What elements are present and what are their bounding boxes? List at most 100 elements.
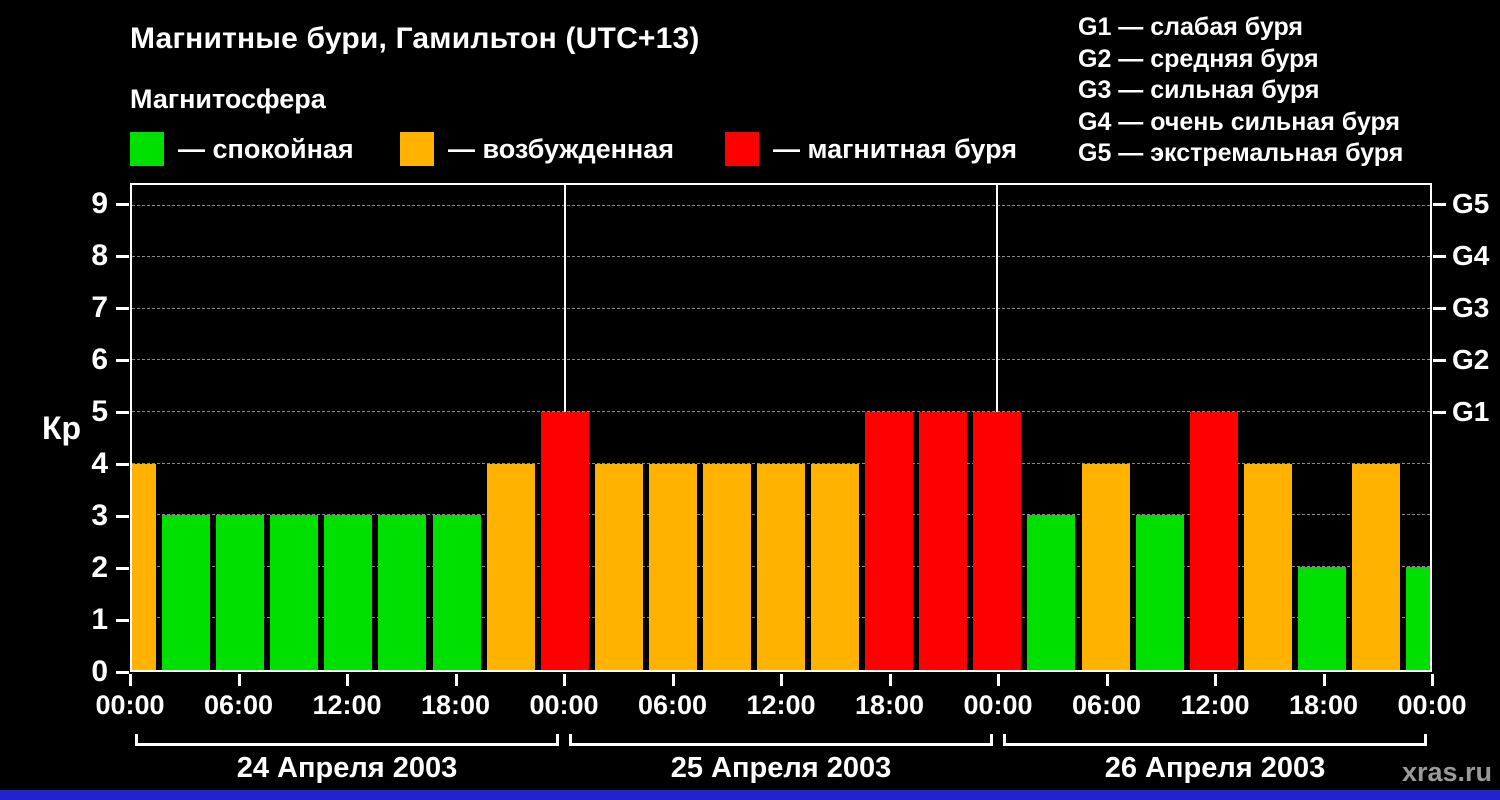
- kp-bar: [1351, 463, 1400, 670]
- time-tick-label: 00:00: [529, 690, 599, 720]
- date-bracket: [1003, 734, 1427, 746]
- time-tick-label: 06:00: [1071, 690, 1142, 720]
- date-bracket: [135, 734, 559, 746]
- x-axis-tick: [671, 674, 675, 686]
- legend-item-storm: — магнитная буря: [725, 132, 1017, 166]
- y-axis-tick: [116, 514, 129, 518]
- kp-bar: [216, 515, 265, 670]
- x-axis-tick: [888, 674, 892, 686]
- gridline: [132, 462, 1430, 464]
- kp-bar: [1406, 566, 1430, 670]
- x-axis-tick: [780, 674, 783, 686]
- x-axis-tick: [1105, 674, 1109, 686]
- g-axis-tick: [1433, 254, 1446, 258]
- kp-bar: [648, 463, 697, 670]
- watermark: xras.ru: [1401, 757, 1492, 787]
- time-tick-label: 12:00: [1180, 690, 1250, 720]
- g-axis-tick: [1433, 410, 1446, 414]
- x-axis-tick: [237, 674, 241, 686]
- y-axis-label: 9: [91, 186, 108, 220]
- date-label: 26 Апреля 2003: [1104, 752, 1326, 784]
- g-axis-tick: [1433, 306, 1446, 310]
- storm-color-swatch: [725, 132, 759, 166]
- y-axis-tick: [116, 462, 129, 466]
- x-axis-tick: [997, 674, 1000, 686]
- y-axis-label: 6: [91, 342, 108, 376]
- kp-bar: [811, 463, 860, 670]
- gridline: [132, 411, 1430, 413]
- time-tick-label: 12:00: [312, 690, 382, 720]
- kp-bar: [865, 412, 914, 670]
- kp-bar: [378, 515, 427, 670]
- g-axis-label: G4: [1452, 239, 1490, 271]
- footer-strip: [0, 790, 1500, 800]
- kp-bar: [1189, 412, 1238, 670]
- y-axis-label: 0: [91, 655, 108, 688]
- legend-item-label: — спокойная: [178, 133, 354, 164]
- g-scale-line-g4: G4 — очень сильная буря: [1078, 107, 1400, 136]
- y-axis-tick: [116, 306, 129, 310]
- y-axis-label: 2: [91, 550, 108, 584]
- time-tick-label: 00:00: [95, 690, 165, 720]
- date-label: 25 Апреля 2003: [670, 752, 892, 784]
- gridline: [132, 256, 1430, 258]
- g-scale-legend: G1 — слабая буря G2 — средняя буря G3 — …: [1078, 12, 1403, 170]
- time-tick-label: 18:00: [854, 690, 925, 720]
- y-axis-tick: [116, 410, 129, 414]
- y-axis-label: 8: [91, 238, 108, 272]
- kp-bar: [324, 515, 373, 670]
- g-axis-label: G3: [1452, 291, 1490, 323]
- time-tick-label: 06:00: [637, 690, 708, 720]
- kp-bar: [973, 412, 1022, 670]
- time-tick-label: 12:00: [746, 690, 816, 720]
- y-axis-label: 4: [91, 446, 108, 480]
- time-tick-label: 06:00: [203, 690, 274, 720]
- time-tick-label: 00:00: [963, 690, 1033, 720]
- y-axis-tick: [116, 358, 129, 362]
- g-scale-line-g2: G2 — средняя буря: [1078, 44, 1319, 73]
- kp-bar: [919, 412, 968, 670]
- x-axis-tick: [563, 674, 566, 686]
- chart-title: Магнитные бури, Гамильтон (UTC+13): [130, 22, 700, 55]
- y-axis-label: 3: [91, 498, 108, 532]
- date-bracket: [569, 734, 993, 746]
- y-axis-label: 1: [91, 602, 108, 636]
- kp-bar: [270, 515, 319, 670]
- x-axis-tick: [346, 674, 349, 686]
- g-scale-line-g3: G3 — сильная буря: [1078, 76, 1320, 104]
- x-axis-tick: [454, 674, 458, 686]
- kp-bar: [162, 515, 211, 670]
- x-axis-tick: [129, 674, 132, 686]
- time-tick-label: 18:00: [1288, 690, 1359, 720]
- gridline: [132, 204, 1430, 206]
- g-axis-tick: [1433, 202, 1446, 206]
- y-axis-tick: [116, 671, 129, 674]
- y-axis-tick: [116, 254, 129, 258]
- x-axis-tick: [1322, 674, 1326, 686]
- kp-bar: [486, 463, 535, 670]
- y-axis-tick: [116, 618, 129, 622]
- y-axis-title: Кр: [42, 410, 82, 446]
- kp-bar: [1027, 515, 1076, 670]
- legend-item-label: — возбужденная: [448, 133, 674, 164]
- kp-bar: [1297, 566, 1346, 670]
- date-label: 24 Апреля 2003: [236, 752, 458, 784]
- y-axis-label: 7: [91, 290, 108, 324]
- kp-bar: [757, 463, 805, 670]
- g-axis-label: G2: [1452, 343, 1490, 375]
- x-axis-tick: [1431, 674, 1434, 686]
- kp-bar: [1081, 463, 1130, 670]
- kp-bar: [432, 515, 481, 670]
- quiet-color-swatch: [130, 132, 164, 166]
- gridline: [132, 359, 1430, 361]
- kp-bar: [132, 463, 156, 670]
- legend-item-quiet: — спокойная: [130, 132, 354, 166]
- time-tick-label: 18:00: [420, 690, 491, 720]
- y-axis-tick: [116, 202, 129, 206]
- g-axis-label: G5: [1452, 187, 1490, 219]
- legend-item-excited: — возбужденная: [400, 132, 674, 166]
- kp-bar-plot: [130, 183, 1432, 672]
- gridline: [132, 307, 1430, 309]
- excited-color-swatch: [400, 132, 434, 166]
